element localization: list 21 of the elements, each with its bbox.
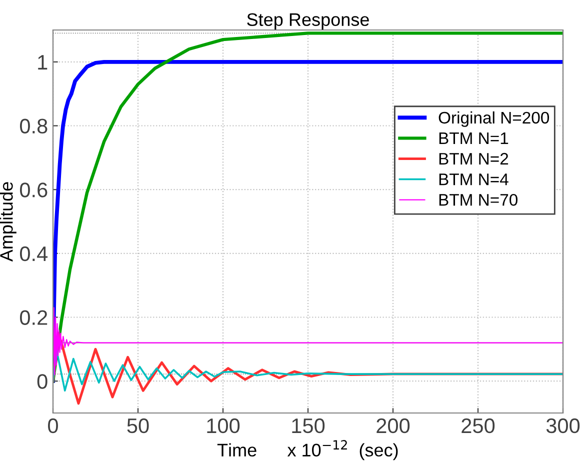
x-tick-label: 50: [127, 418, 149, 434]
y-tick-label: 0.4: [20, 246, 48, 262]
y-tick-label: 1: [38, 55, 48, 70]
x-tick-label: 300: [546, 418, 580, 434]
y-tick-label: 0: [37, 374, 48, 389]
y-tick-label: 0.6: [20, 182, 48, 198]
legend-label: BTM N=4: [439, 174, 508, 186]
legend-label: BTM N=1: [439, 132, 508, 144]
y-tick-label: 0.2: [20, 310, 48, 326]
legend-label: BTM N=2: [439, 152, 508, 165]
y-axis-title: Amplitude: [0, 182, 16, 262]
x-tick-label: 0: [48, 418, 58, 434]
legend-label: Original N=200: [438, 111, 550, 127]
x-tick-label: 150: [292, 418, 325, 434]
x-tick-label: 100: [207, 418, 240, 434]
x-tick-label: 250: [462, 418, 495, 434]
x-axis-title: Time x 10$^{−12}$ (sec): [217, 440, 398, 460]
x-tick-label: 200: [376, 418, 410, 434]
y-tick-label: 0.8: [20, 118, 48, 134]
legend-label: BTM N=70: [439, 194, 518, 206]
chart-title: Step Response: [247, 13, 369, 30]
